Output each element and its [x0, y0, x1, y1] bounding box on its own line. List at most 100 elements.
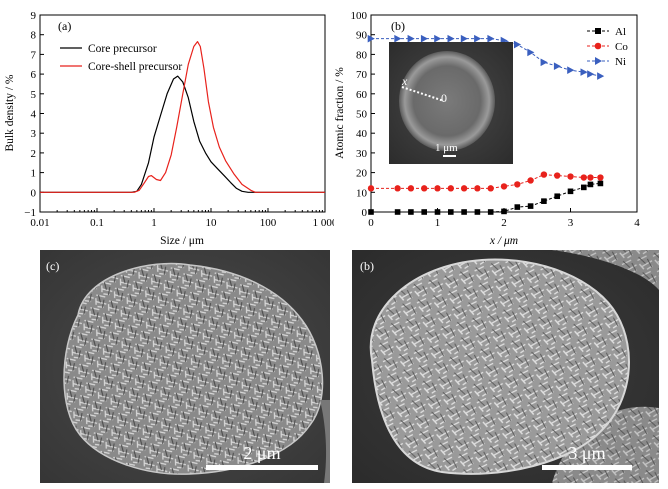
- chart-b-xtick-label: 2: [501, 217, 507, 229]
- chart-a-xtick-label: 1: [151, 217, 157, 229]
- chart-b-ytick-label: 40: [356, 128, 368, 140]
- chart-b-ytick-label: 80: [356, 49, 368, 61]
- series-al-point: [474, 209, 481, 215]
- chart-a-panel-label: (a): [58, 19, 71, 33]
- sem-d-neighbor-top: [552, 250, 659, 290]
- series-ni-point: [394, 34, 402, 43]
- chart-a-lines: [40, 40, 325, 193]
- sem-image-c: (c) 2 μm: [40, 250, 330, 483]
- chart-a-ylabel: Bulk density / %: [4, 74, 16, 151]
- series-co-point: [474, 185, 481, 192]
- chart-a-ytick-label: 7: [31, 49, 37, 61]
- series-core-precursor-line: [40, 75, 325, 193]
- chart-b-ytick-label: 30: [356, 148, 368, 160]
- inset-line-scan: [401, 86, 445, 102]
- legend-ni-marker: [595, 57, 602, 65]
- sem-d-scale-bar: [542, 465, 632, 470]
- chart-a-ytick-label: 3: [31, 128, 37, 140]
- inset-scale-label: 1 μm: [435, 142, 458, 154]
- chart-a-xtick-label: 10: [206, 217, 218, 229]
- sem-c-scale-label: 2 μm: [243, 443, 280, 463]
- chart-b-legend: Al Co Ni: [587, 26, 628, 68]
- sem-c-particle: [63, 262, 324, 475]
- chart-a-xlabel: Size / μm: [160, 235, 204, 247]
- chart-a-xtick-label: 100: [260, 217, 277, 229]
- series-ni-point: [407, 34, 415, 43]
- series-al-point: [514, 204, 521, 210]
- chart-a-ytick-label: 4: [31, 109, 37, 121]
- inset-sem-image: x 0 1 μm: [389, 42, 513, 164]
- chart-b-xtick-label: 1: [435, 217, 441, 229]
- chart-a-ytick-label: 2: [31, 148, 37, 160]
- chart-a-ytick-label: 5: [31, 89, 37, 101]
- chart-a-legend: Core precursor Core-shell precursor: [60, 43, 182, 73]
- sem-d-particle: [369, 258, 630, 475]
- series-ni-point: [580, 68, 588, 76]
- chart-a-ytick-label: −1: [24, 207, 36, 219]
- series-co-point: [460, 185, 468, 192]
- chart-b-ytick-label: 100: [351, 10, 368, 22]
- series-co-point: [514, 181, 521, 188]
- series-al-point: [554, 193, 560, 200]
- chart-b-xlabel-text: x / μm: [489, 235, 518, 247]
- inset-label-origin: 0: [441, 91, 447, 105]
- series-co-point: [421, 185, 428, 192]
- series-ni-point: [474, 34, 482, 43]
- series-co-point: [367, 185, 375, 192]
- series-ni-point: [567, 66, 575, 74]
- series-al-point: [581, 184, 587, 191]
- series-ni-point: [460, 34, 468, 43]
- chart-b-panel-label: (b): [391, 19, 405, 33]
- chart-b-xtick-label: 3: [568, 217, 574, 229]
- series-al-point: [408, 209, 414, 215]
- series-ni-point: [587, 70, 595, 78]
- chart-a-plot-frame: [39, 14, 326, 213]
- chart-b-xlabel: x / μm: [489, 235, 518, 247]
- series-al-point: [527, 203, 534, 209]
- series-co-point: [527, 177, 534, 184]
- series-ni-point: [527, 48, 535, 57]
- legend-core-label: Core precursor: [88, 43, 157, 55]
- series-co-point: [567, 173, 574, 180]
- series-al-point: [368, 209, 374, 215]
- chart-a-xtick-label: 1 000: [313, 217, 334, 229]
- sem-image-d: (b) 3 μm: [352, 250, 659, 483]
- series-al-point: [448, 209, 454, 215]
- chart-b-ytick-label: 70: [356, 69, 368, 81]
- series-al-point: [421, 209, 427, 215]
- sem-d-panel-label: (b): [360, 259, 374, 273]
- sem-d-neighbor-bottom: [552, 406, 659, 483]
- series-co-point: [500, 183, 508, 190]
- chart-b-ytick-label: 0: [362, 207, 368, 219]
- series-co-point: [587, 174, 594, 181]
- series-al-point: [587, 181, 594, 188]
- series-al-point: [541, 198, 547, 204]
- inset-particle: [399, 51, 495, 151]
- series-ni-point: [597, 72, 605, 80]
- series-co-point: [580, 174, 587, 181]
- chart-a-xtick-label: 0.01: [30, 217, 49, 229]
- chart-b-xtick-label: 4: [634, 217, 640, 229]
- legend-co-label: Co: [615, 41, 628, 53]
- series-ni-point: [367, 34, 375, 43]
- chart-a-ytick-label: 9: [31, 10, 37, 22]
- legend-coreshell-label: Core-shell precursor: [88, 61, 182, 73]
- series-al-point: [487, 209, 494, 215]
- series-core-shell-precursor-line: [40, 40, 325, 193]
- chart-a-xtick-label: 0.1: [90, 217, 104, 229]
- sem-c-scale-bar: [206, 465, 318, 470]
- chart-b-ylabel: Atomic fraction / %: [334, 67, 346, 159]
- series-co-line: [371, 174, 601, 189]
- chart-a-ytick-label: 1: [31, 168, 37, 180]
- series-ni-point: [487, 34, 495, 43]
- series-al-point: [567, 188, 574, 195]
- series-ni-point: [434, 34, 442, 43]
- series-co-point: [540, 171, 548, 178]
- chart-b-ytick-label: 50: [356, 109, 368, 121]
- series-co-point: [597, 174, 604, 181]
- sem-c-panel-label: (c): [46, 259, 59, 273]
- legend-co-marker: [594, 42, 602, 50]
- chart-a: 0.01 0.1 1 10 100 1 000 −1 0 1 2 3 4 5 6 7 8 9 (a) Core …: [4, 10, 334, 247]
